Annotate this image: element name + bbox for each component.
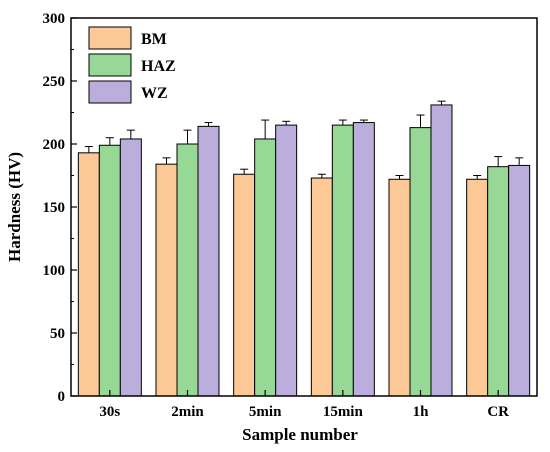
legend-label-wz: WZ xyxy=(141,85,168,102)
y-axis-title: Hardness (HV) xyxy=(5,152,24,262)
bar-haz-CR xyxy=(487,166,510,397)
bar-wz-30s xyxy=(119,138,142,397)
x-tick-label-30s: 30s xyxy=(99,404,120,420)
y-tick-label: 150 xyxy=(43,200,66,216)
plot-layer: 0 50 100 150 200 250 300 30s 2min 5min 15min 1h CR xyxy=(43,11,538,420)
x-axis-title: Sample number xyxy=(242,425,358,444)
y-tick-label: 250 xyxy=(43,74,66,90)
y-tick-label: 0 xyxy=(58,389,66,405)
bar-haz-5min xyxy=(254,138,277,397)
y-tick-label: 100 xyxy=(43,263,66,279)
x-tick-label-2min: 2min xyxy=(171,404,204,420)
bar-bm-30s xyxy=(77,152,100,397)
bar-bm-1h xyxy=(388,178,411,397)
bar-bm-CR xyxy=(466,178,489,397)
bar-wz-CR xyxy=(508,164,531,397)
bar-haz-30s xyxy=(98,144,121,397)
y-tick-label: 300 xyxy=(43,11,66,27)
bar-haz-2min xyxy=(176,143,199,397)
legend-swatch-wz xyxy=(88,80,132,104)
legend-swatch-bm xyxy=(88,26,132,50)
bar-wz-1h xyxy=(430,104,453,397)
legend-swatch-haz xyxy=(88,53,132,77)
x-tick-label-15min: 15min xyxy=(323,404,364,420)
legend-label-bm: BM xyxy=(141,31,167,48)
y-tick-label: 50 xyxy=(50,326,65,342)
x-tick-label-CR: CR xyxy=(487,404,509,420)
bar-bm-2min xyxy=(155,163,178,397)
bar-bm-15min xyxy=(310,177,333,397)
y-tick-label: 200 xyxy=(43,137,66,153)
bar-bm-5min xyxy=(233,173,256,397)
bar-haz-15min xyxy=(331,124,354,397)
x-tick-label-1h: 1h xyxy=(413,404,430,420)
bar-haz-1h xyxy=(409,127,432,397)
legend-label-haz: HAZ xyxy=(141,58,176,75)
bar-wz-2min xyxy=(197,125,220,397)
bar-wz-5min xyxy=(275,124,298,397)
bar-wz-15min xyxy=(352,122,375,397)
legend: BM HAZ WZ xyxy=(88,26,176,104)
x-tick-label-5min: 5min xyxy=(249,404,282,420)
